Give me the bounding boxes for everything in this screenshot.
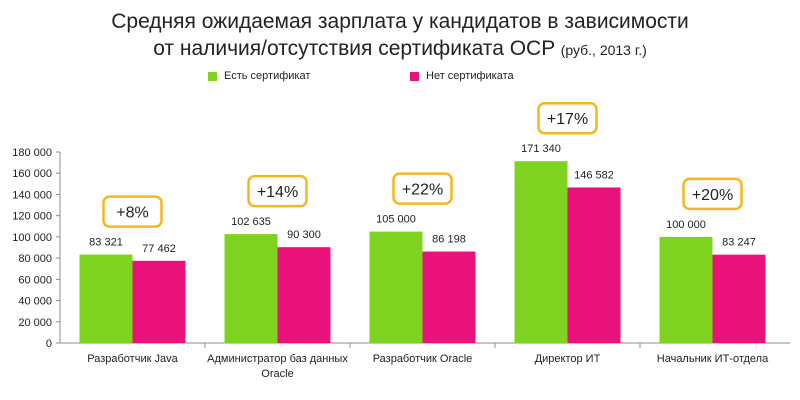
bar-value-label: 77 462 [142, 243, 176, 255]
x-category-label: Разработчик Java [87, 353, 178, 365]
y-tick-label: 60 000 [18, 274, 52, 286]
x-category-label: Oracle [261, 368, 293, 380]
legend-item-without-certificate: Нет сертификата [410, 70, 514, 82]
bar-value-label: 105 000 [376, 214, 416, 226]
bar-without-certificate [277, 247, 331, 343]
chart-title-line-1: Средняя ожидаемая зарплата у кандидатов … [111, 10, 689, 33]
bar-value-label: 146 582 [574, 169, 614, 181]
percent-difference-label: +14% [257, 184, 298, 201]
bar-without-certificate [132, 260, 186, 343]
x-category-label: Разработчик Oracle [373, 353, 473, 365]
bar-value-label: 83 247 [722, 237, 756, 249]
percent-difference-label: +20% [692, 187, 733, 204]
bar-value-label: 171 340 [521, 143, 561, 155]
bar-value-label: 100 000 [666, 219, 706, 231]
chart-title-main: от наличия/отсутствия сертификата OCP [153, 37, 555, 60]
percent-difference-badge [392, 172, 453, 205]
y-tick-label: 0 [46, 338, 52, 350]
y-tick-label: 160 000 [12, 168, 52, 180]
legend-swatch-pink [410, 71, 419, 81]
y-tick-label: 180 000 [12, 147, 52, 159]
bar-with-certificate [659, 236, 713, 343]
percent-difference-badge [537, 101, 598, 135]
y-tick-label: 40 000 [18, 296, 52, 308]
legend-swatch-green [208, 71, 217, 81]
legend-label-without-certificate: Нет сертификата [426, 70, 514, 82]
x-category-label: Администратор баз данных [207, 353, 348, 365]
y-tick-label: 20 000 [18, 317, 52, 329]
bar-without-certificate [422, 251, 476, 343]
legend-label-with-certificate: Есть сертификат [224, 70, 311, 82]
percent-difference-label: +22% [402, 182, 443, 199]
bar-with-certificate [369, 231, 423, 343]
chart-title: Средняя ожидаемая зарплата у кандидатов … [0, 8, 800, 64]
bar-value-label: 102 635 [231, 216, 271, 228]
chart-title-suffix: (руб., 2013 г.) [560, 42, 647, 58]
x-category-label: Начальник ИТ-отдела [657, 353, 769, 365]
percent-difference-label: +8% [116, 205, 148, 222]
bar-value-label: 83 321 [89, 237, 123, 249]
chart-title-line-2: от наличия/отсутствия сертификата OCP (р… [0, 35, 800, 64]
percent-difference-badge [247, 174, 308, 208]
bar-value-label: 86 198 [432, 234, 466, 246]
x-category-label: Директор ИТ [535, 353, 601, 365]
bar-without-certificate [712, 254, 766, 343]
bar-without-certificate [567, 187, 621, 343]
y-tick-label: 100 000 [12, 232, 52, 244]
y-tick-label: 120 000 [12, 211, 52, 223]
y-tick-label: 140 000 [12, 189, 52, 201]
percent-difference-badge [682, 177, 743, 211]
bar-with-certificate [224, 234, 278, 343]
legend-item-with-certificate: Есть сертификат [208, 70, 310, 82]
percent-difference-badge [102, 195, 163, 228]
bar-with-certificate [79, 254, 133, 343]
percent-difference-label: +17% [547, 111, 588, 128]
bar-value-label: 90 300 [287, 229, 321, 241]
bar-with-certificate [514, 161, 568, 343]
y-tick-label: 80 000 [18, 253, 52, 265]
